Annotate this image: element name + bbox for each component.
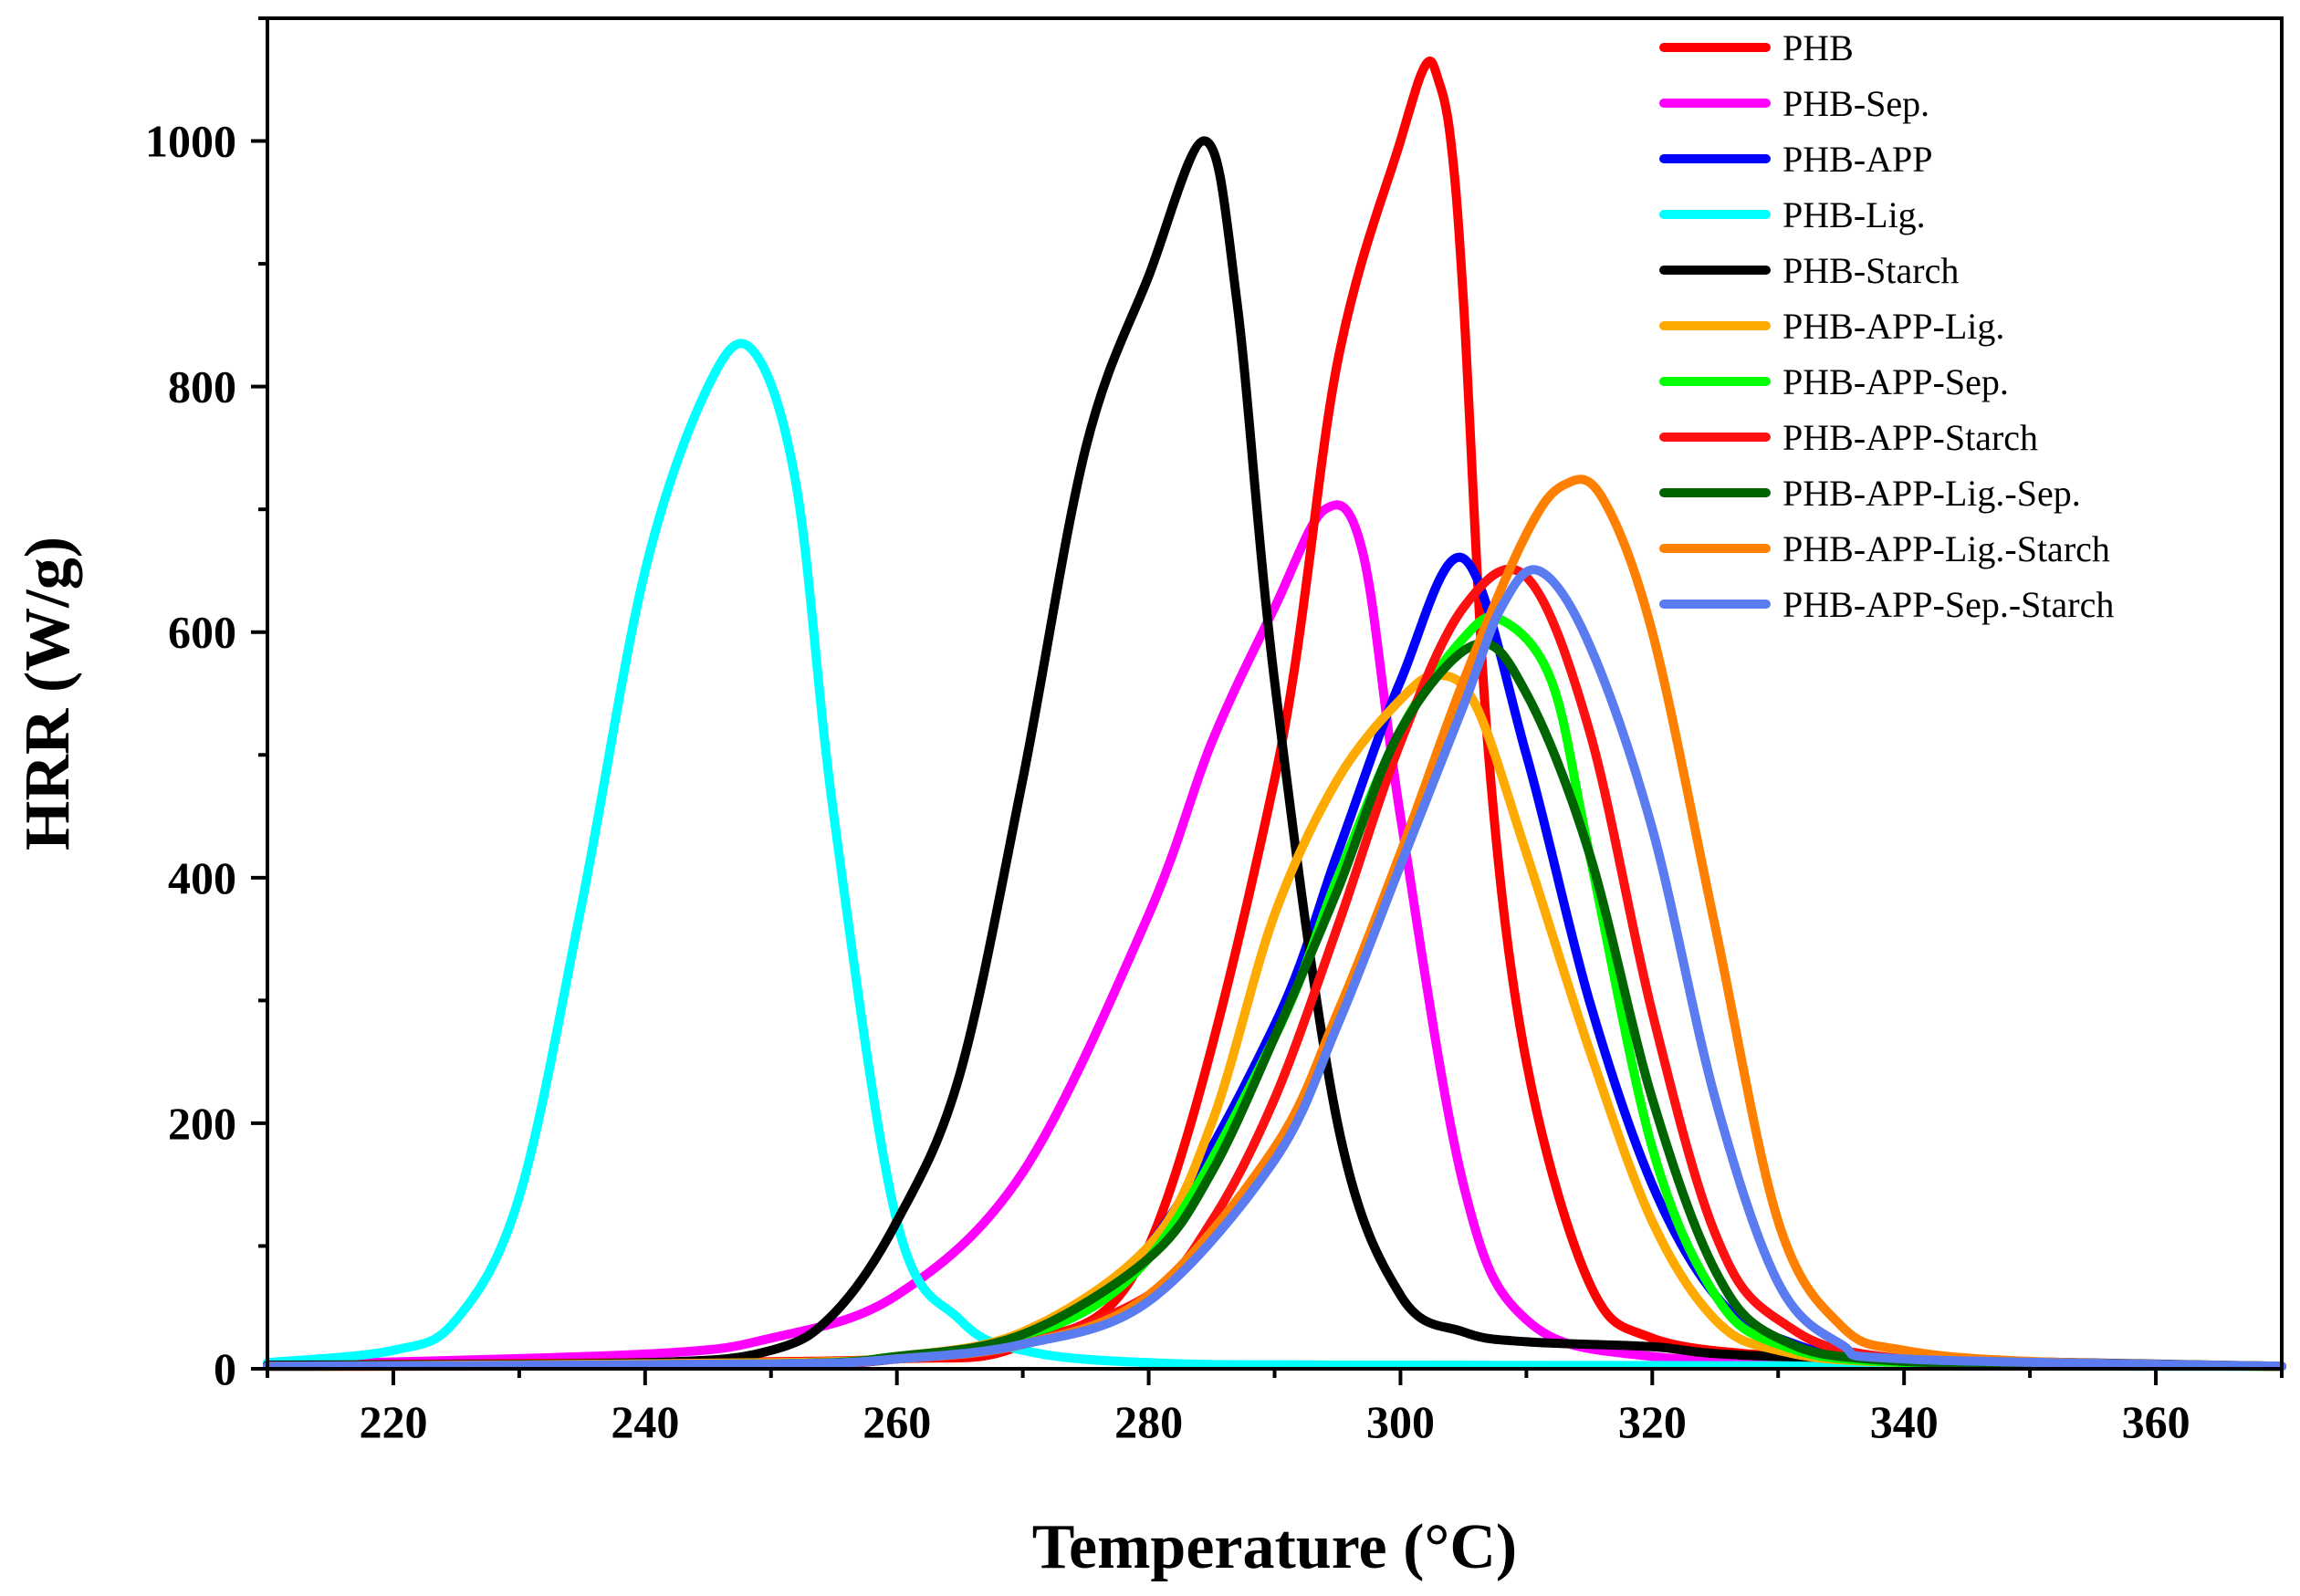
x-tick-label: 220	[359, 1396, 427, 1447]
legend-label-phb-app-lig-starch: PHB-APP-Lig.-Starch	[1782, 528, 2110, 569]
x-axis-title: Temperature (°C)	[1032, 1512, 1518, 1582]
y-tick-label: 800	[168, 361, 236, 412]
x-tick-label: 360	[2122, 1396, 2190, 1447]
legend-label-phb-app-starch: PHB-APP-Starch	[1782, 417, 2038, 458]
x-tick-label: 300	[1366, 1396, 1435, 1447]
series-line-phb-sep	[263, 500, 2286, 1372]
series-line-phb-starch	[263, 136, 2286, 1372]
y-tick-label: 400	[168, 852, 236, 903]
series-layer	[263, 56, 2286, 1372]
y-tick-label: 1000	[145, 116, 236, 167]
x-tick-label: 320	[1618, 1396, 1687, 1447]
legend-label-phb-app-lig: PHB-APP-Lig.	[1782, 306, 2004, 347]
legend-label-phb-app-sep: PHB-APP-Sep.	[1782, 361, 2009, 402]
legend-label-phb: PHB	[1782, 27, 1854, 68]
legend: PHB PHB-Sep. PHB-APP PHB-Lig. PHB-Starch PHB-…	[1659, 27, 2114, 625]
legend-label-phb-lig: PHB-Lig.	[1782, 194, 1926, 235]
ticks-layer: 220 240 260 280 300 320 340 360 0 200 400 600 800 100…	[145, 16, 2284, 1447]
series-line-phb-app-sep-starch	[263, 565, 2286, 1372]
y-tick-label: 600	[168, 607, 236, 658]
series-line-phb-lig	[263, 339, 2286, 1372]
legend-label-phb-app-sep-starch: PHB-APP-Sep.-Starch	[1782, 584, 2114, 625]
y-tick-label: 0	[214, 1343, 236, 1394]
legend-label-phb-app-lig-sep: PHB-APP-Lig.-Sep.	[1782, 473, 2081, 514]
series-line-phb-app-lig-sep	[263, 639, 2286, 1372]
legend-label-phb-app: PHB-APP	[1782, 139, 1933, 180]
y-axis-title: HRR (W/g)	[13, 537, 83, 850]
series-line-phb-app-sep	[263, 612, 2286, 1372]
x-tick-label: 280	[1114, 1396, 1183, 1447]
x-tick-label: 260	[862, 1396, 931, 1447]
x-tick-label: 240	[611, 1396, 679, 1447]
y-tick-label: 200	[168, 1098, 236, 1149]
legend-label-phb-sep: PHB-Sep.	[1782, 83, 1929, 124]
legend-label-phb-starch: PHB-Starch	[1782, 250, 1959, 291]
x-tick-label: 340	[1870, 1396, 1939, 1447]
